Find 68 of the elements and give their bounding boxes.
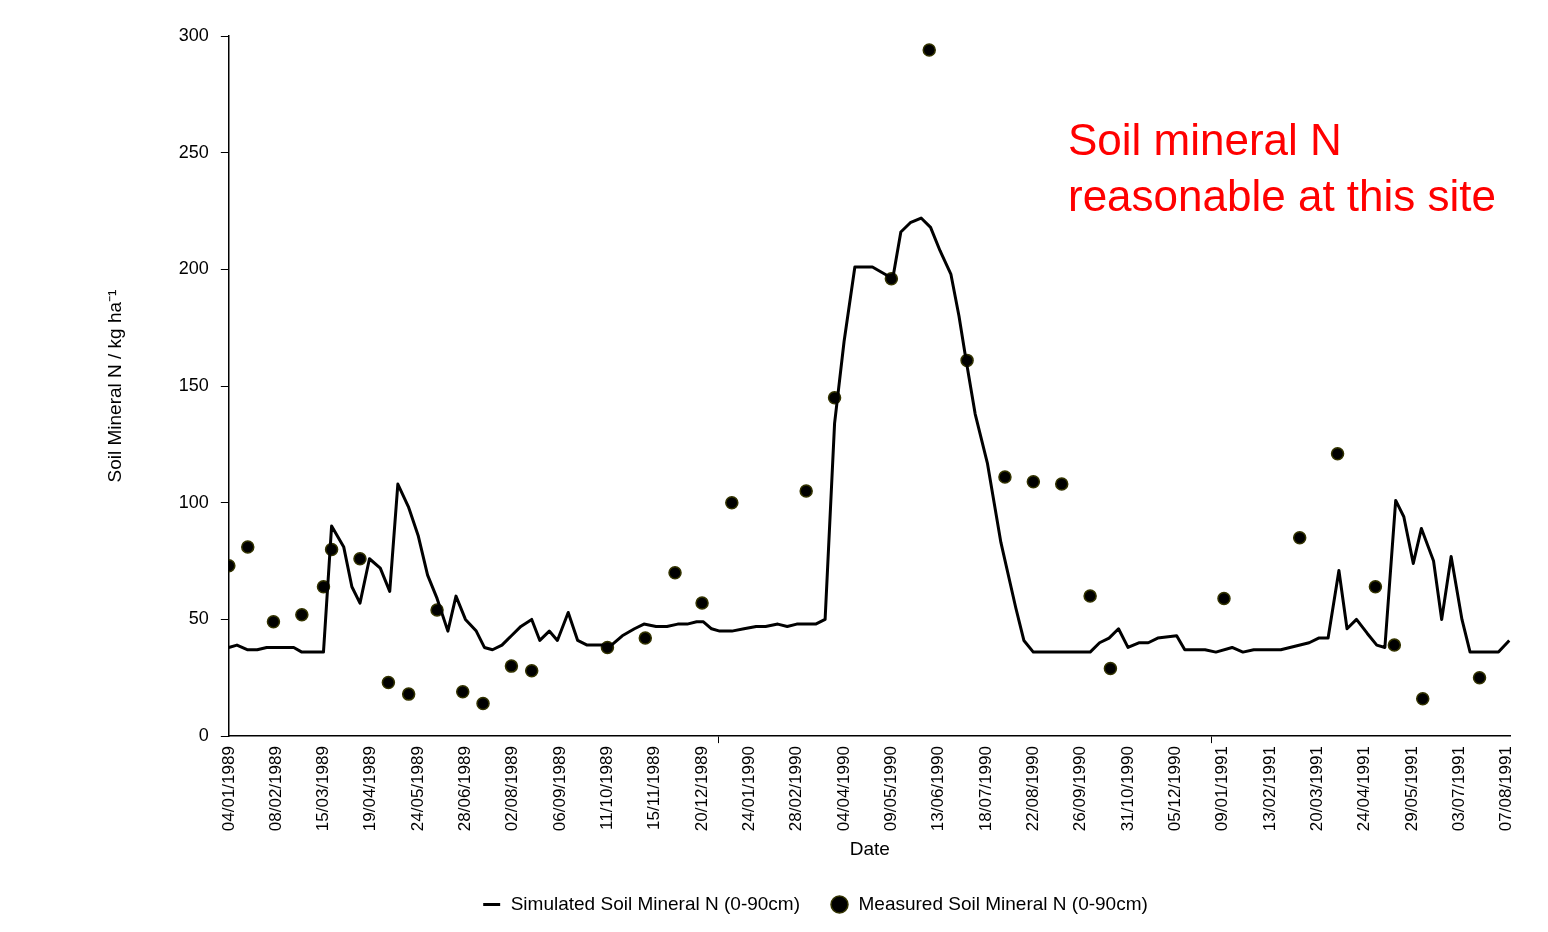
x-tick-label: 22/08/1990 bbox=[1023, 746, 1043, 832]
annotation: Soil mineral N reasonable at this site bbox=[1068, 114, 1498, 222]
point bbox=[1292, 531, 1307, 545]
point bbox=[1026, 474, 1041, 489]
x-tick-label: 05/12/1990 bbox=[1165, 746, 1184, 832]
point bbox=[456, 685, 470, 699]
x-tick-label: 03/07/1991 bbox=[1448, 746, 1468, 832]
point bbox=[295, 608, 309, 622]
x-tick-label: 06/09/1989 bbox=[549, 746, 569, 832]
point bbox=[241, 540, 255, 554]
point bbox=[353, 552, 367, 566]
x-tick-label: 18/07/1990 bbox=[975, 746, 995, 832]
x-tick-label: 20/12/1989 bbox=[691, 746, 711, 832]
y-axis-title: Soil Mineral N / kg ha⁻¹ bbox=[103, 289, 125, 483]
x-tick-label: 04/01/1989 bbox=[218, 746, 238, 832]
x-tick-label: 09/05/1990 bbox=[881, 746, 901, 832]
point bbox=[725, 496, 739, 510]
x-tick-label: 15/03/1989 bbox=[313, 746, 333, 832]
y-tick-label: 300 bbox=[178, 24, 209, 45]
point bbox=[1083, 589, 1097, 603]
point bbox=[799, 484, 813, 498]
x-tick-label: 31/10/1990 bbox=[1117, 746, 1137, 832]
legend-label: Measured Soil Mineral N (0-90cm) bbox=[858, 892, 1148, 914]
x-tick-label: 24/04/1991 bbox=[1354, 746, 1374, 832]
point bbox=[401, 687, 416, 701]
x-tick-label: 07/08/1991 bbox=[1496, 746, 1516, 832]
x-tick-label: 13/02/1991 bbox=[1259, 746, 1279, 832]
point bbox=[998, 470, 1012, 484]
point bbox=[266, 615, 281, 629]
point bbox=[524, 664, 539, 678]
x-tick-label: 24/05/1989 bbox=[407, 746, 427, 832]
point bbox=[504, 659, 519, 673]
point bbox=[1387, 638, 1402, 652]
x-tick-label: 13/06/1990 bbox=[928, 746, 948, 832]
point bbox=[1472, 671, 1487, 685]
point bbox=[476, 696, 490, 711]
x-tick-label: 28/06/1989 bbox=[455, 746, 475, 832]
point bbox=[922, 43, 936, 57]
point bbox=[1103, 661, 1118, 676]
y-tick-label: 0 bbox=[198, 725, 209, 746]
x-tick-label: 19/04/1989 bbox=[360, 746, 380, 832]
x-tick-label: 09/01/1991 bbox=[1212, 746, 1232, 832]
point bbox=[695, 596, 709, 610]
y-tick-label: 100 bbox=[178, 491, 209, 512]
point bbox=[668, 566, 682, 580]
y-tick-label: 200 bbox=[178, 258, 209, 279]
point bbox=[1054, 477, 1069, 491]
point bbox=[1415, 692, 1430, 706]
point bbox=[638, 631, 653, 645]
point bbox=[1330, 446, 1345, 461]
x-tick-label: 04/04/1990 bbox=[833, 746, 853, 832]
x-tick-label: 24/01/1990 bbox=[739, 746, 759, 832]
x-tick-label: 28/02/1990 bbox=[786, 746, 806, 832]
x-axis-title: Date bbox=[849, 837, 890, 859]
point bbox=[381, 675, 396, 690]
x-tick-label: 11/10/1989 bbox=[597, 746, 617, 830]
x-tick-label: 15/11/1989 bbox=[644, 746, 664, 830]
legend-label: Simulated Soil Mineral N (0-90cm) bbox=[510, 892, 801, 914]
y-tick-label: 250 bbox=[178, 141, 209, 162]
y-tick-label: 50 bbox=[188, 608, 209, 629]
x-tick-label: 26/09/1990 bbox=[1070, 746, 1090, 832]
x-tick-label: 29/05/1991 bbox=[1401, 746, 1421, 832]
x-tick-label: 08/02/1989 bbox=[265, 746, 285, 832]
point bbox=[1368, 580, 1383, 594]
x-tick-label: 02/08/1989 bbox=[502, 746, 522, 832]
x-tick-label: 20/03/1991 bbox=[1306, 746, 1326, 832]
point bbox=[1217, 591, 1231, 606]
y-tick-label: 150 bbox=[178, 375, 209, 396]
